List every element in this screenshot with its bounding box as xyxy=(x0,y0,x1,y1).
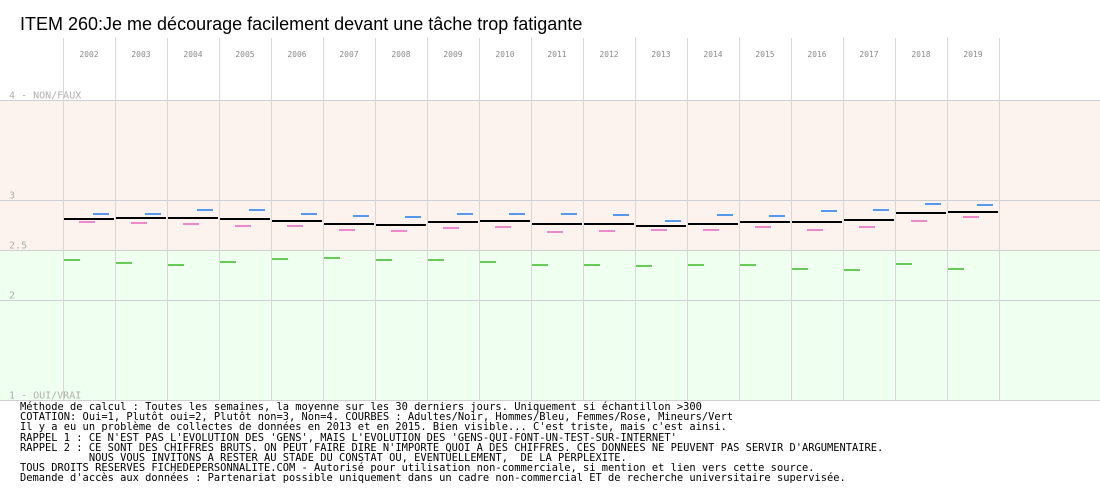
year-label-2013: 2013 xyxy=(651,50,670,59)
year-label-2007: 2007 xyxy=(339,50,358,59)
note-line: RAPPEL 1 : CE N'EST PAS L'EVOLUTION DES … xyxy=(20,431,677,444)
note-line: RAPPEL 2 : CE SONT DES CHIFFRES BRUTS. O… xyxy=(20,441,884,454)
data-marks xyxy=(64,203,998,271)
year-label-2009: 2009 xyxy=(443,50,462,59)
year-labels: 2002 2003 2004 2005 2006 2007 2008 2009 2010 2011… xyxy=(79,50,982,59)
year-label-2014: 2014 xyxy=(703,50,722,59)
y-label-0: 4 - NON/FAUX xyxy=(9,91,81,102)
vertical-grid xyxy=(63,38,1000,400)
year-label-2011: 2011 xyxy=(547,50,566,59)
y-label-4: 1 - OUI/VRAI xyxy=(9,391,81,402)
y-label-3: 2 xyxy=(9,291,15,302)
year-label-2012: 2012 xyxy=(599,50,618,59)
year-label-2019: 2019 xyxy=(963,50,982,59)
year-label-2006: 2006 xyxy=(287,50,306,59)
year-label-2003: 2003 xyxy=(131,50,150,59)
note-line: Méthode de calcul : Toutes les semaines,… xyxy=(20,401,702,413)
year-label-2010: 2010 xyxy=(495,50,514,59)
year-label-2016: 2016 xyxy=(807,50,826,59)
note-line: Demande d'accès aux données : Partenaria… xyxy=(20,472,846,485)
note-line: NOUS VOUS INVITONS A RESTER AU STADE DU … xyxy=(20,451,627,464)
zone-0 xyxy=(0,100,1100,250)
note-line: COTATION: Oui=1, Plutôt oui=2, Plutôt no… xyxy=(20,411,734,424)
y-label-1: 3 xyxy=(9,191,15,202)
year-label-2002: 2002 xyxy=(79,50,98,59)
year-label-2015: 2015 xyxy=(755,50,774,59)
chart-title: ITEM 260:Je me décourage facilement deva… xyxy=(20,14,582,34)
chart-notes: Méthode de calcul : Toutes les semaines,… xyxy=(20,402,1095,484)
horizontal-grid xyxy=(0,100,1100,401)
y-label-2: 2.5 xyxy=(9,241,27,252)
year-label-2008: 2008 xyxy=(391,50,410,59)
note-line: Il y a eu un problème de collectes de do… xyxy=(20,421,727,434)
y-axis-labels: 4 - NON/FAUX 3 2.5 2 1 - OUI/VRAI xyxy=(9,91,81,402)
note-line: TOUS DROITS RESERVES FICHEDEPERSONNALITE… xyxy=(20,462,815,475)
year-label-2005: 2005 xyxy=(235,50,254,59)
year-label-2018: 2018 xyxy=(911,50,930,59)
year-label-2004: 2004 xyxy=(183,50,202,59)
year-label-2017: 2017 xyxy=(859,50,878,59)
zone-1 xyxy=(0,250,1100,400)
